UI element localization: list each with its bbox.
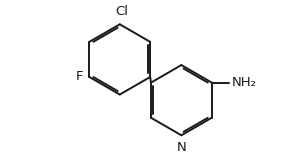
Text: NH₂: NH₂ [231, 76, 257, 89]
Text: Cl: Cl [115, 5, 128, 18]
Text: N: N [176, 141, 186, 154]
Text: F: F [75, 70, 83, 83]
